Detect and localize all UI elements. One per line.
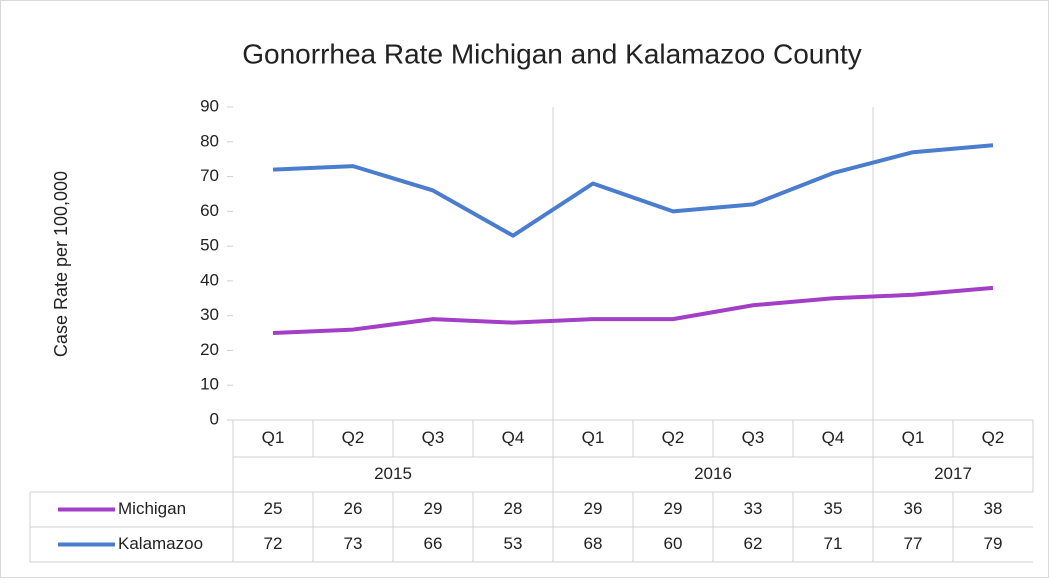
table-value: 29 xyxy=(424,499,443,518)
chart-title: Gonorrhea Rate Michigan and Kalamazoo Co… xyxy=(242,38,861,69)
y-tick-label: 50 xyxy=(200,236,219,255)
table-value: 28 xyxy=(504,499,523,518)
y-tick-label: 10 xyxy=(200,375,219,394)
x-tick-label: Q2 xyxy=(662,428,685,447)
y-tick-label: 20 xyxy=(200,340,219,359)
table-value: 35 xyxy=(824,499,843,518)
group-label: 2016 xyxy=(694,464,732,483)
series-line xyxy=(272,143,994,238)
x-tick-label: Q4 xyxy=(502,428,525,447)
table-value: 68 xyxy=(584,534,603,553)
x-tick-label: Q1 xyxy=(582,428,605,447)
y-tick-label: 70 xyxy=(200,166,219,185)
legend-label: Kalamazoo xyxy=(118,534,203,553)
x-tick-label: Q3 xyxy=(422,428,445,447)
table-value: 73 xyxy=(344,534,363,553)
table-value: 29 xyxy=(584,499,603,518)
table-value: 62 xyxy=(744,534,763,553)
table-value: 66 xyxy=(424,534,443,553)
group-label: 2015 xyxy=(374,464,412,483)
table-value: 33 xyxy=(744,499,763,518)
table-value: 77 xyxy=(904,534,923,553)
x-tick-label: Q1 xyxy=(262,428,285,447)
y-tick-label: 90 xyxy=(200,96,219,115)
legend-label: Michigan xyxy=(118,499,186,518)
table-value: 71 xyxy=(824,534,843,553)
table-value: 53 xyxy=(504,534,523,553)
y-axis-label: Case Rate per 100,000 xyxy=(51,171,71,357)
y-tick-label: 60 xyxy=(200,201,219,220)
table-value: 36 xyxy=(904,499,923,518)
table-value: 60 xyxy=(664,534,683,553)
table-value: 72 xyxy=(264,534,283,553)
x-tick-label: Q3 xyxy=(742,428,765,447)
table-value: 79 xyxy=(984,534,1003,553)
table-value: 26 xyxy=(344,499,363,518)
y-tick-label: 30 xyxy=(200,305,219,324)
y-tick-label: 0 xyxy=(210,409,219,428)
x-tick-label: Q2 xyxy=(342,428,365,447)
x-tick-label: Q4 xyxy=(822,428,845,447)
y-tick-label: 40 xyxy=(200,270,219,289)
group-label: 2017 xyxy=(934,464,972,483)
table-value: 38 xyxy=(984,499,1003,518)
series-line xyxy=(272,285,994,336)
x-tick-label: Q1 xyxy=(902,428,925,447)
y-tick-label: 80 xyxy=(200,131,219,150)
x-tick-label: Q2 xyxy=(982,428,1005,447)
table-value: 25 xyxy=(264,499,283,518)
table-value: 29 xyxy=(664,499,683,518)
